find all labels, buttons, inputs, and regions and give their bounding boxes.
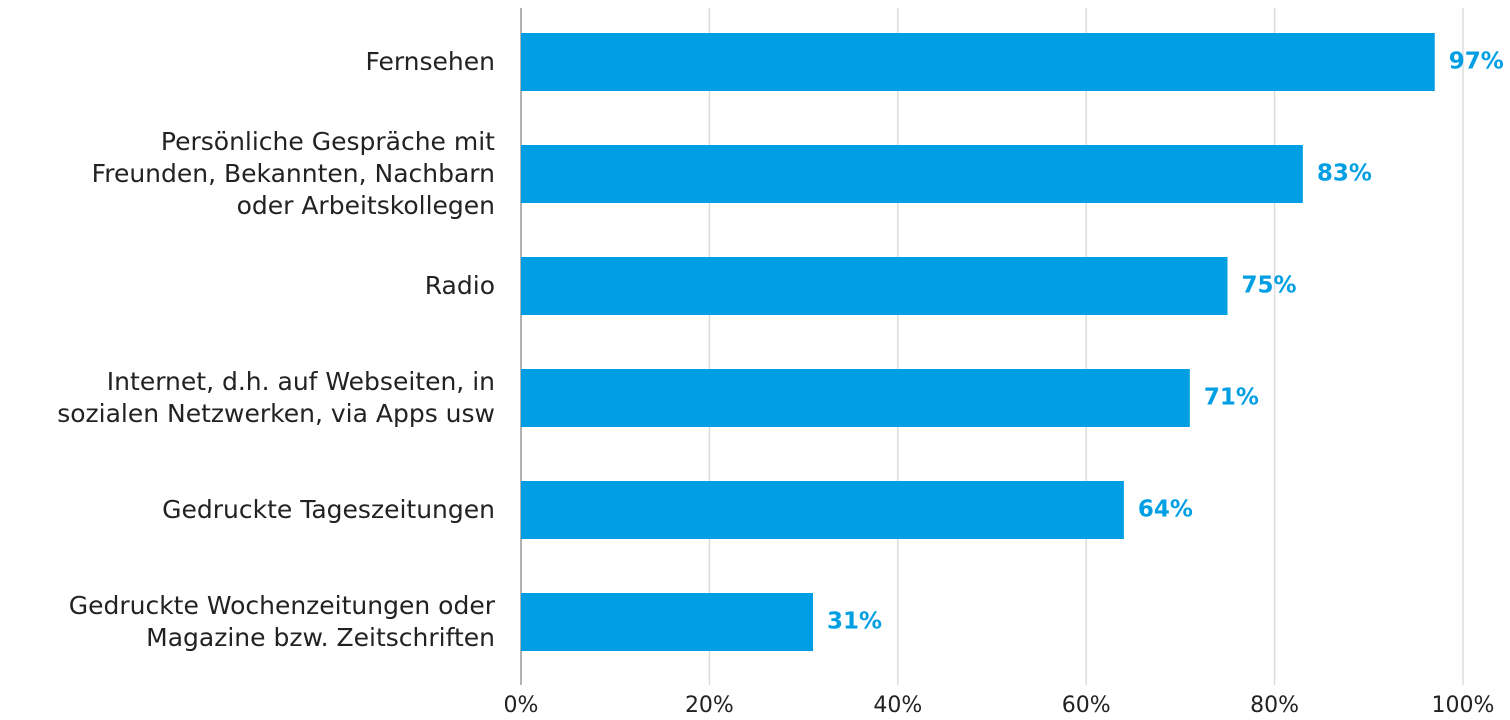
value-label: 71% <box>1204 385 1259 411</box>
category-label: Fernsehen <box>365 47 495 76</box>
x-tick-label: 60% <box>1062 693 1111 718</box>
x-tick-label: 40% <box>873 693 922 718</box>
category-label: Persönliche Gespräche mit Freunden, Beka… <box>91 127 495 220</box>
value-label: 83% <box>1317 161 1372 187</box>
bar <box>521 369 1190 427</box>
bar <box>521 145 1303 203</box>
category-label: Internet, d.h. auf Webseiten, in soziale… <box>57 367 495 428</box>
x-tick-label: 0% <box>504 693 539 718</box>
x-tick-label: 20% <box>685 693 734 718</box>
bar <box>521 481 1124 539</box>
value-label: 31% <box>827 609 882 635</box>
category-label: Gedruckte Wochenzeitungen oder Magazine … <box>68 591 495 652</box>
x-tick-label: 100% <box>1432 693 1495 718</box>
value-label: 75% <box>1242 273 1297 299</box>
category-label: Radio <box>424 271 495 300</box>
category-label: Gedruckte Tageszeitungen <box>162 495 495 524</box>
value-label: 64% <box>1138 497 1193 523</box>
bar <box>521 33 1435 91</box>
x-tick-label: 80% <box>1250 693 1299 718</box>
value-label: 97% <box>1449 49 1504 75</box>
bar <box>521 257 1228 315</box>
bar <box>521 593 814 651</box>
